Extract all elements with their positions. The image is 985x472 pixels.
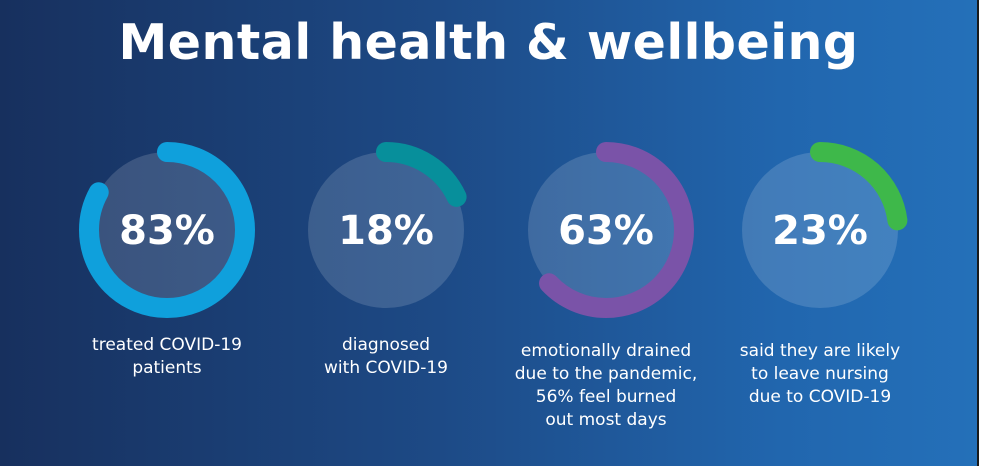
stat-diagnosed-covid: 18% diagnosed with COVID-19 [276, 140, 496, 380]
page-title: Mental health & wellbeing [118, 14, 859, 71]
ring-progress-arc [79, 142, 255, 318]
stat-caption: said they are likely to leave nursing du… [739, 341, 901, 407]
bottom-strip [0, 466, 985, 472]
stat-caption: treated COVID-19 patients [92, 335, 242, 378]
stat-value: 83% [119, 208, 215, 254]
stat-caption: diagnosed with COVID-19 [324, 335, 448, 378]
progress-ring: 83% [79, 142, 255, 318]
stat-value: 23% [772, 208, 868, 254]
stat-value: 63% [558, 208, 654, 254]
stat-likely-leave-nursing: 23% said they are likely to leave nursin… [710, 140, 930, 409]
ring-progress-arc [298, 142, 474, 318]
ring-track [742, 152, 898, 308]
stat-treated-covid: 83% treated COVID-19 patients [57, 140, 277, 380]
progress-ring: 18% [298, 142, 474, 318]
stat-value: 18% [338, 208, 434, 254]
ring-track [308, 152, 464, 308]
stat-emotionally-drained: 63% emotionally drained due to the pande… [496, 140, 716, 432]
ring-track [89, 152, 245, 308]
progress-ring: 23% [732, 142, 908, 318]
stat-caption: emotionally drained due to the pandemic,… [514, 341, 698, 430]
progress-ring: 63% [518, 142, 694, 318]
ring-progress-arc [518, 142, 694, 318]
ring-progress-arc [732, 142, 908, 318]
ring-track [528, 152, 684, 308]
